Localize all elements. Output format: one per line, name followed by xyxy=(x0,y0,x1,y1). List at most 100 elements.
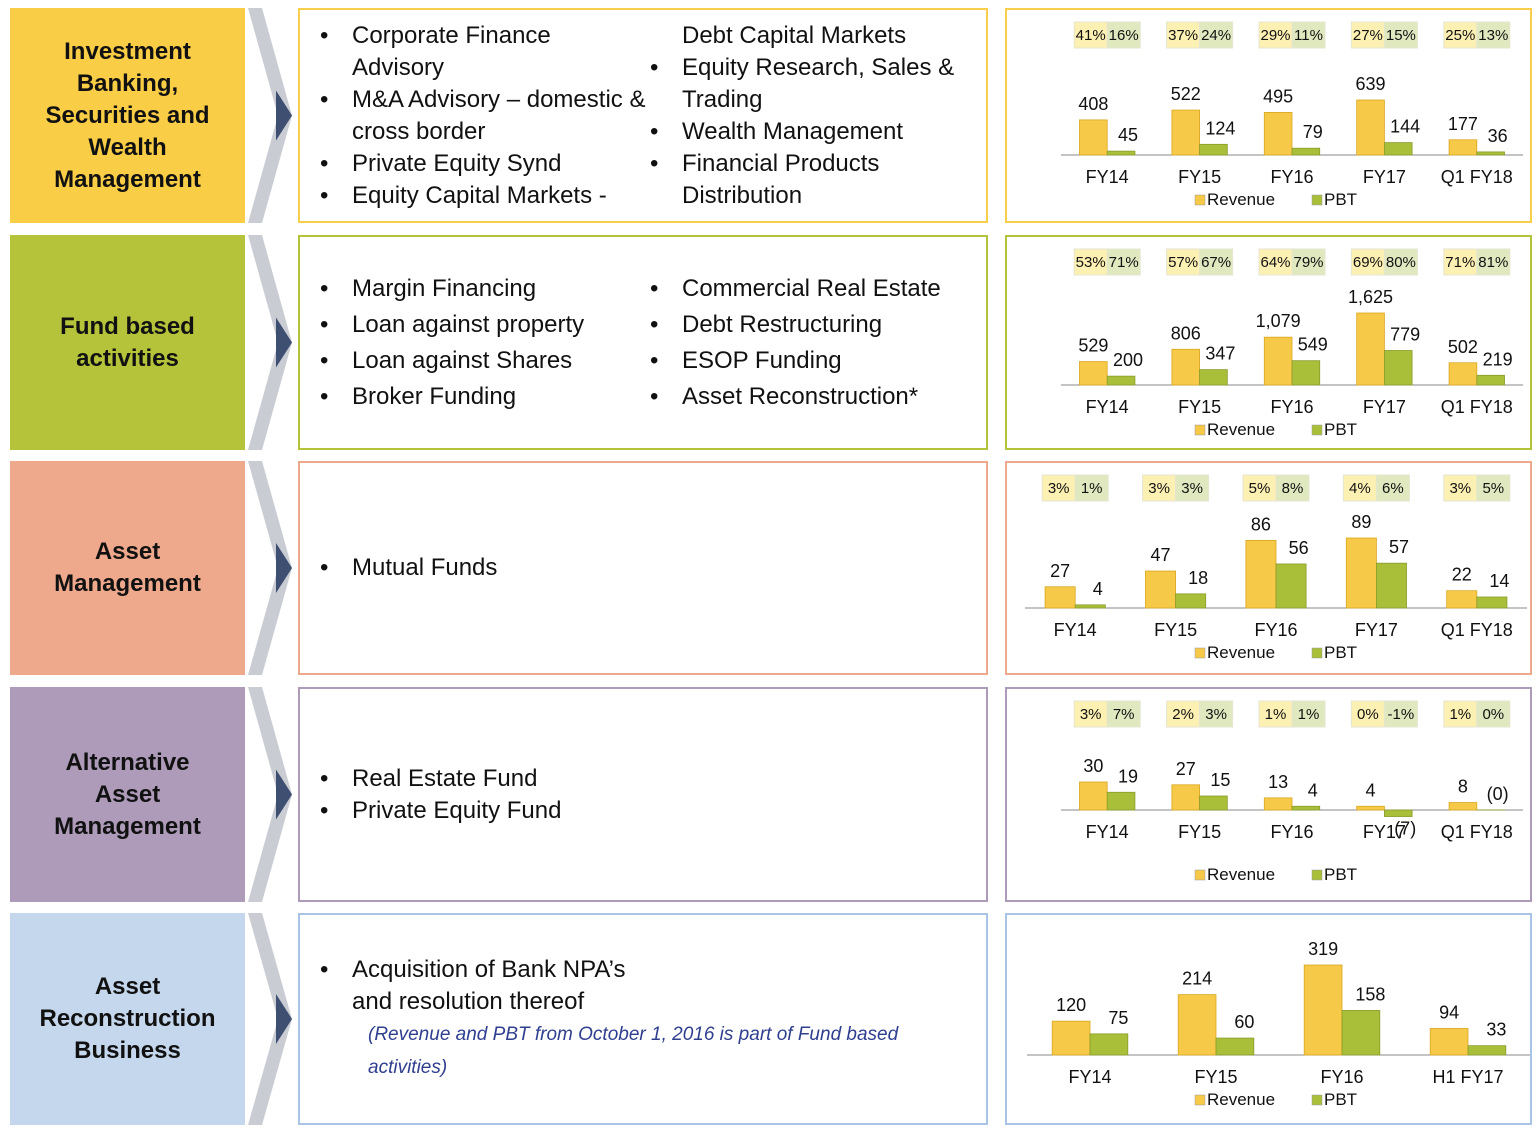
bar xyxy=(1357,313,1385,385)
value-label: 779 xyxy=(1390,324,1420,344)
bar xyxy=(1246,540,1276,608)
share-label: 0% xyxy=(1482,706,1504,723)
value-label: 495 xyxy=(1263,86,1293,106)
value-label: 27 xyxy=(1176,759,1196,779)
legend-swatch xyxy=(1195,648,1205,658)
bullet-item: •Corporate Finance Advisory xyxy=(316,20,646,84)
share-label: 6% xyxy=(1382,480,1404,497)
legend-swatch xyxy=(1195,1095,1205,1105)
share-label: 41% xyxy=(1076,27,1106,44)
bar xyxy=(1477,597,1507,608)
bullet-item: •Broker Funding xyxy=(316,381,646,413)
chart: FY14273%41%FY15473%183%FY16865%568%FY178… xyxy=(1007,463,1530,673)
value-label: 79 xyxy=(1303,122,1323,142)
value-label: 33 xyxy=(1486,1020,1506,1040)
bullet: • xyxy=(316,381,352,413)
category-label: FY14 xyxy=(1068,1067,1111,1087)
share-label: 8% xyxy=(1282,480,1304,497)
bullet-item: •Loan against property xyxy=(316,309,646,341)
share-label: 15% xyxy=(1386,27,1416,44)
bar xyxy=(1449,803,1477,810)
bar xyxy=(1384,810,1412,817)
category-label: Q1 FY18 xyxy=(1441,620,1513,640)
chart: FY1452953%20071%FY1580657%34767%FY161,07… xyxy=(1007,237,1530,448)
bar xyxy=(1178,995,1216,1055)
bar xyxy=(1079,120,1107,155)
bar xyxy=(1292,806,1320,810)
share-label: 4% xyxy=(1349,480,1371,497)
value-label: 94 xyxy=(1439,1002,1459,1022)
legend-label: PBT xyxy=(1324,190,1357,209)
share-label: 1% xyxy=(1265,706,1287,723)
value-label: (7) xyxy=(1394,819,1416,839)
chevron xyxy=(248,235,293,450)
bar xyxy=(1468,1046,1506,1055)
share-label: 5% xyxy=(1482,480,1504,497)
bullet-text: Real Estate Fund xyxy=(352,763,537,795)
bullet-column: •Real Estate Fund•Private Equity Fund xyxy=(316,763,646,827)
bullet-item: •Loan against Shares xyxy=(316,345,646,377)
bullet-item: •Private Equity Synd xyxy=(316,148,646,180)
description-box: •Mutual Funds xyxy=(298,461,988,675)
bullet: • xyxy=(316,795,352,827)
share-label: 80% xyxy=(1386,254,1416,271)
share-label: 29% xyxy=(1260,27,1290,44)
bullet-item: •Equity Capital Markets - xyxy=(316,180,646,212)
value-label: 522 xyxy=(1171,84,1201,104)
value-label: 4 xyxy=(1308,780,1318,800)
bullet-columns: •Mutual Funds xyxy=(316,552,986,584)
bar xyxy=(1200,144,1228,155)
bullet: • xyxy=(646,273,682,305)
value-label: 4 xyxy=(1366,780,1376,800)
value-label: 89 xyxy=(1351,512,1371,532)
value-label: 214 xyxy=(1182,969,1212,989)
category-label: FY15 xyxy=(1178,167,1221,187)
value-label: 75 xyxy=(1108,1008,1128,1028)
value-label: (0) xyxy=(1487,784,1509,804)
bar xyxy=(1447,591,1477,608)
bullet: • xyxy=(646,345,682,377)
description-box: •Acquisition of Bank NPA’s and resolutio… xyxy=(298,913,988,1125)
value-label: 219 xyxy=(1483,349,1513,369)
bar xyxy=(1107,376,1135,385)
bullet-columns: •Acquisition of Bank NPA’s and resolutio… xyxy=(316,954,986,1018)
bullet-item: •Private Equity Fund xyxy=(316,795,646,827)
value-label: 86 xyxy=(1251,514,1271,534)
value-label: 19 xyxy=(1118,766,1138,786)
bar xyxy=(1384,350,1412,385)
share-label: 3% xyxy=(1048,480,1070,497)
bar xyxy=(1376,563,1406,608)
bullet-item: •Commercial Real Estate xyxy=(646,273,976,305)
category-label: FY15 xyxy=(1178,397,1221,417)
bullet-text: Loan against Shares xyxy=(352,345,572,377)
bullet-columns: •Corporate Finance Advisory•M&A Advisory… xyxy=(316,20,986,212)
bullet-text: Commercial Real Estate xyxy=(682,273,941,305)
bar xyxy=(1045,587,1075,608)
share-label: 67% xyxy=(1201,254,1231,271)
category-label: Q1 FY18 xyxy=(1441,822,1513,842)
description-box: •Real Estate Fund•Private Equity Fund xyxy=(298,687,988,902)
share-label: 69% xyxy=(1353,254,1383,271)
bullet-column: •Mutual Funds xyxy=(316,552,646,584)
bar xyxy=(1342,1010,1380,1055)
chevron xyxy=(248,8,293,223)
row-label-text: Asset Management xyxy=(38,536,217,600)
legend-swatch xyxy=(1195,195,1205,205)
row-label-text: Fund based activities xyxy=(38,311,217,375)
share-label: -1% xyxy=(1388,706,1415,723)
value-label: 120 xyxy=(1056,995,1086,1015)
share-label: 81% xyxy=(1478,254,1508,271)
bullet-column: •Acquisition of Bank NPA’s and resolutio… xyxy=(316,954,646,1018)
bullet-text: Debt Capital Markets xyxy=(682,20,906,52)
chevron xyxy=(248,687,293,902)
bullet-spacer xyxy=(646,20,682,52)
bar xyxy=(1090,1034,1128,1055)
row-label: Asset Reconstruction Business xyxy=(10,913,245,1125)
category-label: FY15 xyxy=(1154,620,1197,640)
bar xyxy=(1075,605,1105,608)
category-label: Q1 FY18 xyxy=(1441,167,1513,187)
bullet-column: •Corporate Finance Advisory•M&A Advisory… xyxy=(316,20,646,212)
